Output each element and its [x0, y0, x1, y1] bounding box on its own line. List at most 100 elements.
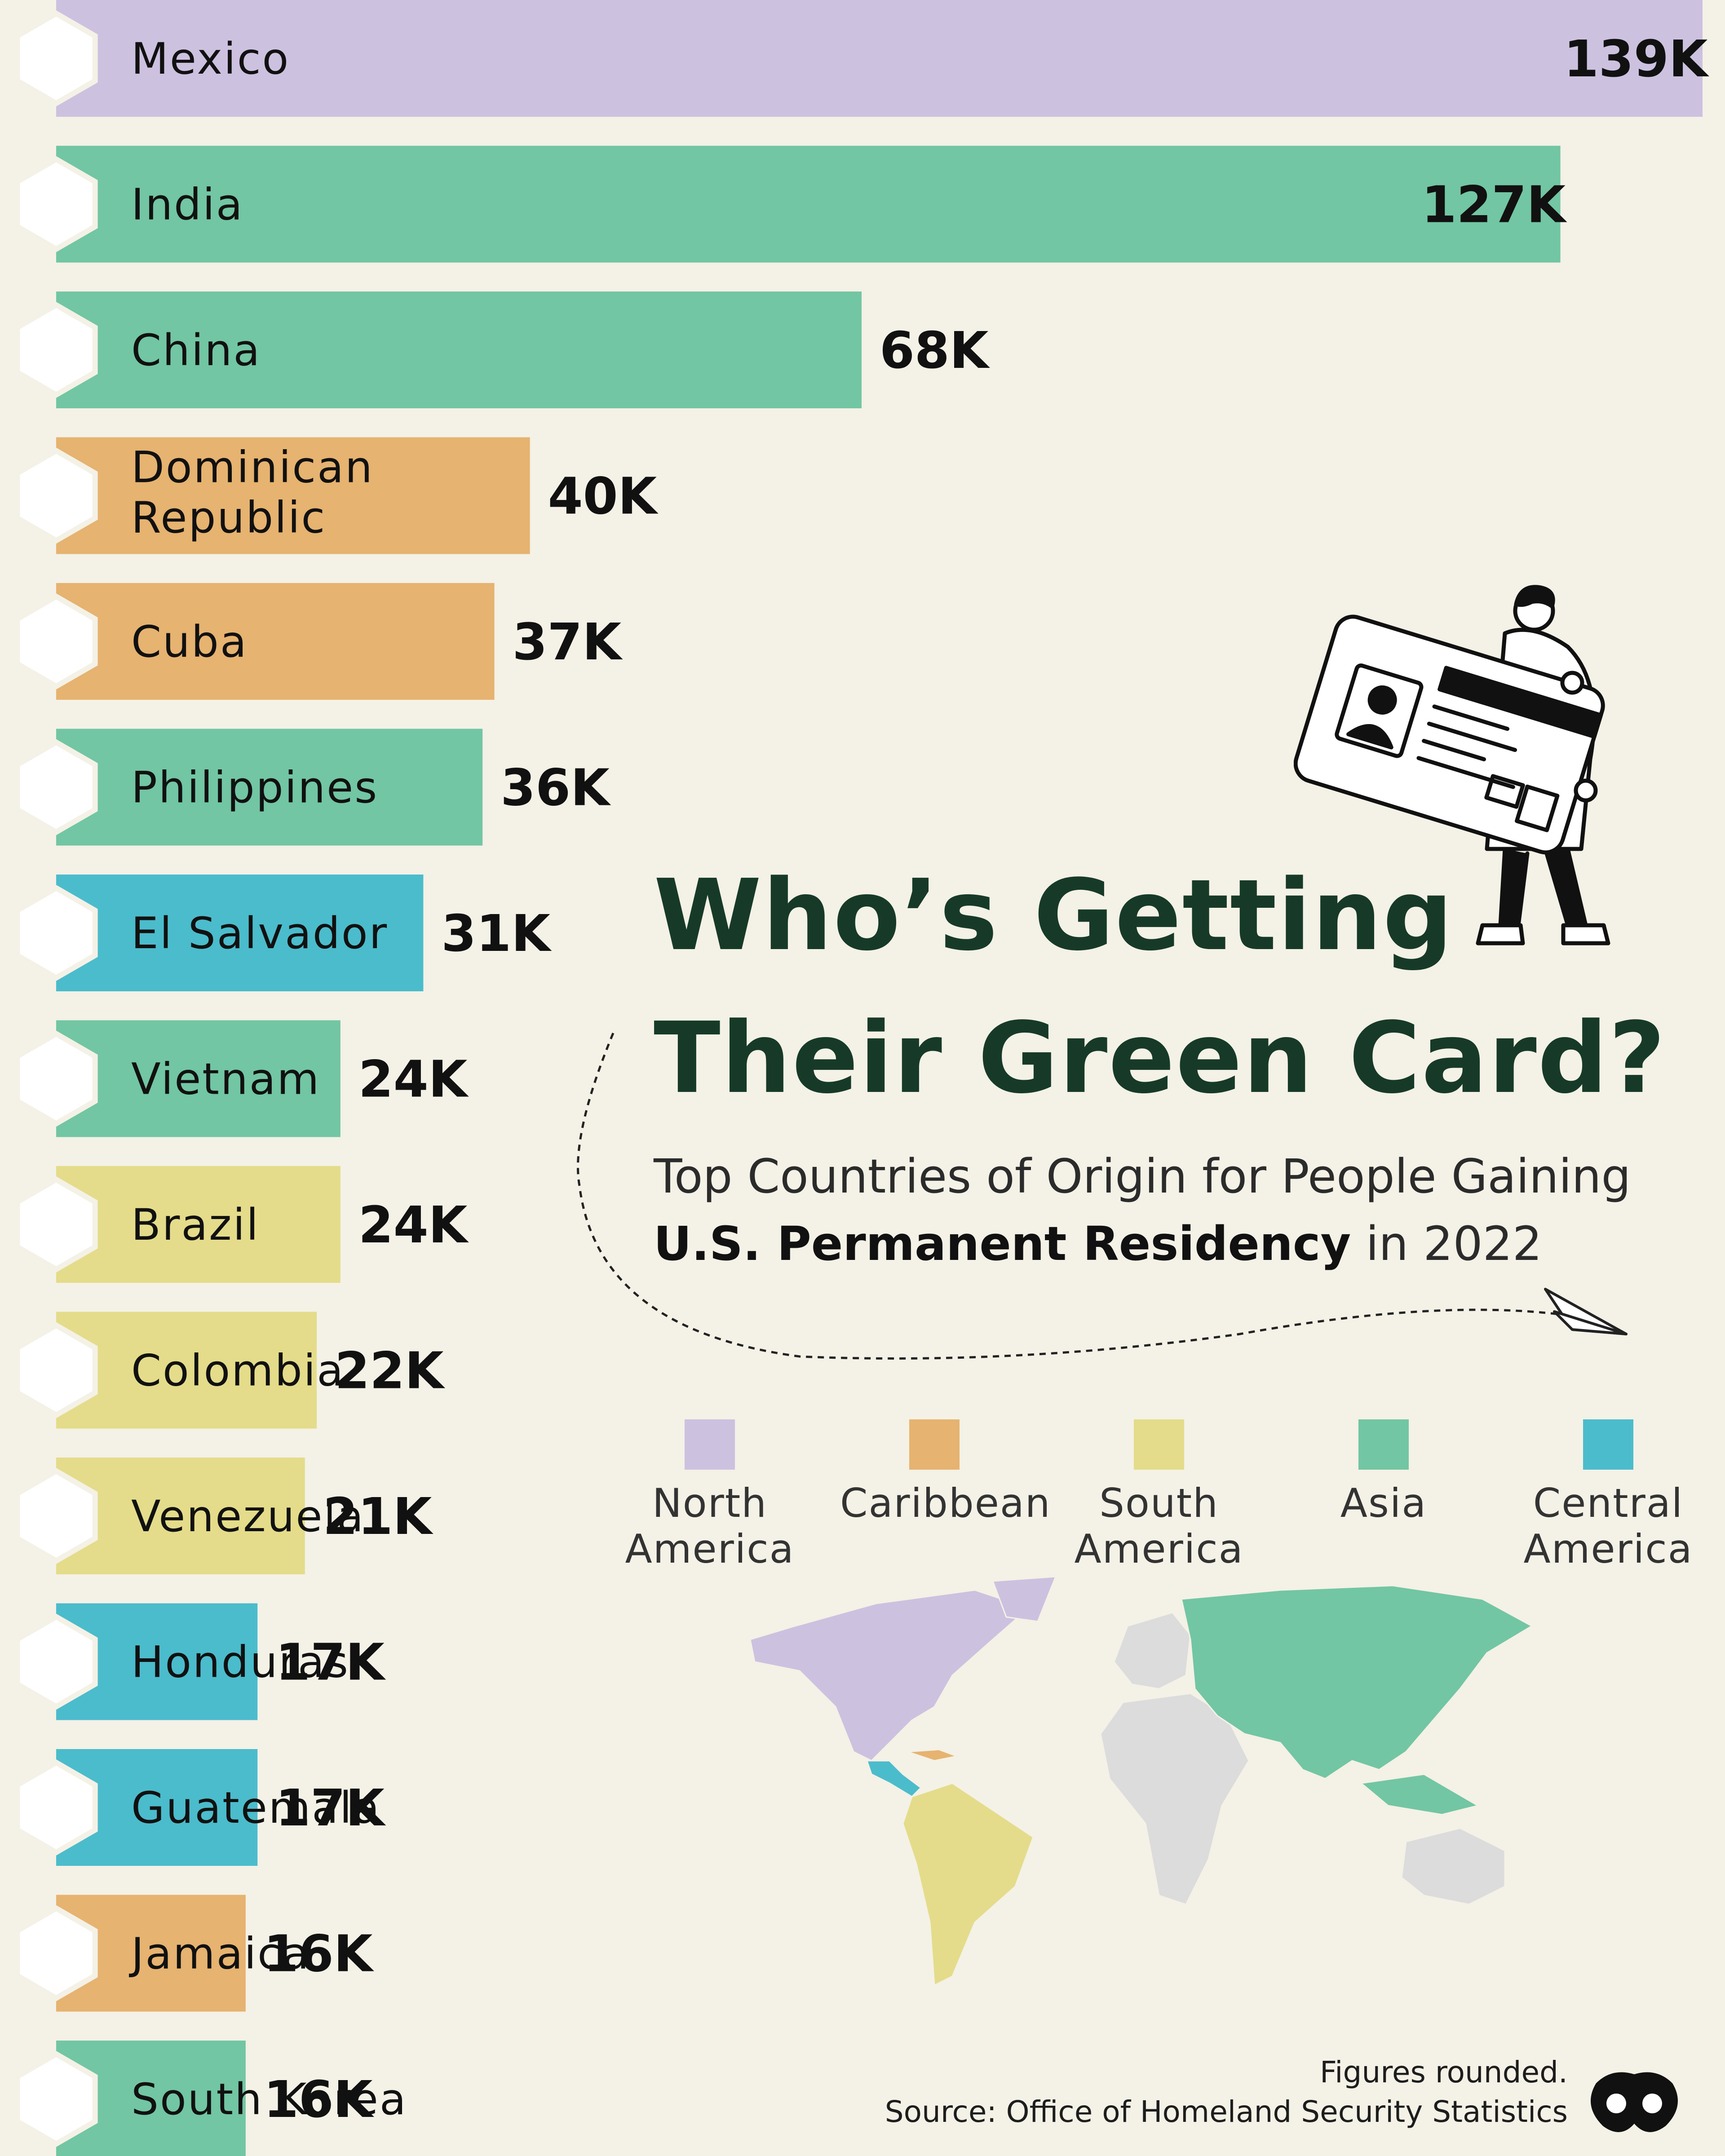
figures-note: Figures rounded. — [1320, 2055, 1568, 2090]
el-salvador-flag-icon — [14, 885, 98, 981]
jamaica-flag-icon — [14, 1905, 98, 2001]
legend-swatch — [685, 1419, 735, 1470]
legend-swatch — [909, 1419, 960, 1470]
category-label-china: China — [131, 325, 261, 376]
philippines-flag-icon — [14, 739, 98, 835]
value-label-venezuela: 21K — [323, 1488, 434, 1546]
category-label-india: India — [131, 180, 244, 230]
legend-item-asia: Asia — [1289, 1419, 1478, 1526]
vietnam-flag-icon — [14, 1030, 98, 1127]
legend-label: Caribbean — [840, 1480, 1051, 1526]
category-label-jamaica: Jamaica — [129, 1929, 310, 1979]
legend-item-north-america: North America — [615, 1419, 804, 1572]
value-label-colombia: 22K — [335, 1342, 446, 1401]
legend-label: Central America — [1523, 1480, 1693, 1572]
guatemala-flag-icon — [14, 1759, 98, 1856]
category-label-dominican-republic: Dominican Republic — [131, 442, 374, 543]
value-label-dominican-republic: 40K — [548, 468, 659, 526]
value-label-south-korea: 16K — [264, 2071, 375, 2129]
europe-region — [1113, 1612, 1191, 1690]
value-label-honduras: 17K — [275, 1634, 386, 1692]
africa-region — [1100, 1692, 1250, 1905]
value-label-brazil: 24K — [358, 1196, 469, 1255]
legend-item-south-america: South America — [1065, 1419, 1253, 1572]
legend-item-caribbean: Caribbean — [840, 1419, 1051, 1526]
legend-label: South America — [1074, 1480, 1244, 1572]
subtitle-line-2: U.S. Permanent Residency in 2022 — [654, 1210, 1687, 1277]
value-label-vietnam: 24K — [358, 1051, 469, 1109]
bar-cuba — [56, 583, 495, 700]
category-label-guatemala: Guatemala — [131, 1783, 381, 1833]
category-label-south-korea: South Korea — [131, 2074, 407, 2125]
value-label-jamaica: 16K — [264, 1925, 375, 1984]
value-labels-layer: 139K 127K 68K 40K 37K 36K 31K 24K 24K 22K 21K 17K 17… — [264, 30, 1710, 2129]
cuba-flag-icon — [14, 593, 98, 689]
person-holding-green-card-icon — [1294, 585, 1610, 945]
value-label-india: 127K — [1422, 176, 1568, 234]
brazil-flag-icon — [14, 1176, 98, 1272]
category-label-el-salvador: El Salvador — [131, 908, 388, 959]
category-label-honduras: Honduras — [131, 1637, 349, 1688]
legend-item-central-america: Central America — [1514, 1419, 1703, 1572]
bar-vietnam — [56, 1020, 341, 1137]
flags-layer — [14, 10, 98, 2147]
value-label-el-salvador: 31K — [441, 905, 552, 963]
mexico-flag-icon — [14, 10, 98, 106]
bar-el-salvador — [56, 875, 424, 991]
venezuela-flag-icon — [14, 1468, 98, 1564]
world-map-icon — [749, 1576, 1534, 1987]
paper-plane-icon — [1544, 1288, 1628, 1335]
category-label-brazil: Brazil — [131, 1200, 260, 1250]
caribbean-region — [907, 1749, 960, 1762]
value-label-china: 68K — [880, 322, 991, 380]
subtitle-line-1: Top Countries of Origin for People Gaini… — [654, 1149, 1631, 1204]
south-america-region — [902, 1782, 1034, 1987]
category-labels-layer: Mexico India China Dominican Republic Cuba Phi… — [129, 34, 407, 2125]
category-label-vietnam: Vietnam — [131, 1054, 320, 1105]
asia-region — [1181, 1585, 1534, 1780]
legend-swatch — [1134, 1419, 1184, 1470]
value-label-cuba: 37K — [513, 613, 624, 672]
north-america-region — [749, 1589, 1030, 1762]
bar-philippines — [56, 729, 483, 846]
value-label-guatemala: 17K — [275, 1779, 386, 1838]
legend-label: North America — [625, 1480, 795, 1572]
colombia-flag-icon — [14, 1322, 98, 1418]
india-flag-icon — [14, 156, 98, 252]
central-america-region — [866, 1760, 922, 1798]
category-label-cuba: Cuba — [131, 617, 248, 667]
value-label-philippines: 36K — [500, 759, 611, 817]
chart-title-line-2: Their Green Card? — [654, 1002, 1667, 1115]
oceania-region — [1401, 1827, 1506, 1905]
bar-mexico — [56, 0, 1703, 117]
legend-swatch — [1583, 1419, 1633, 1470]
footer: Figures rounded. Source: Office of Homel… — [885, 2053, 1568, 2132]
category-label-mexico: Mexico — [131, 34, 290, 84]
legend: North America Caribbean South America As… — [615, 1419, 1703, 1581]
title-block: Who’s Getting Their Green Card? Top Coun… — [654, 844, 1687, 1277]
bar-india — [56, 146, 1561, 263]
chart-title-line-1: Who’s Getting — [654, 859, 1454, 972]
legend-swatch — [1358, 1419, 1409, 1470]
dashed-flight-path — [577, 1033, 1628, 1360]
bar-dominican-republic — [56, 437, 530, 554]
source-text: Source: Office of Homeland Security Stat… — [885, 2094, 1568, 2129]
category-label-colombia: Colombia — [131, 1346, 345, 1396]
dominican-republic-flag-icon — [14, 447, 98, 544]
legend-label: Asia — [1340, 1480, 1427, 1526]
china-flag-icon — [14, 302, 98, 398]
category-label-venezuela: Venezuela — [131, 1491, 365, 1542]
chart-subtitle: Top Countries of Origin for People Gaini… — [654, 1143, 1687, 1277]
subtitle-emphasis: U.S. Permanent Residency — [654, 1216, 1351, 1271]
visual-capitalist-logo-icon — [1591, 2072, 1678, 2132]
bars-layer — [56, 0, 1703, 2156]
bar-china — [56, 292, 862, 408]
bar-brazil — [56, 1166, 341, 1283]
category-label-philippines: Philippines — [131, 763, 378, 813]
south-korea-flag-icon — [14, 2051, 98, 2147]
honduras-flag-icon — [14, 1613, 98, 1710]
subtitle-year: in 2022 — [1351, 1216, 1542, 1271]
bar-colombia — [56, 1312, 317, 1429]
value-label-mexico: 139K — [1564, 30, 1710, 88]
